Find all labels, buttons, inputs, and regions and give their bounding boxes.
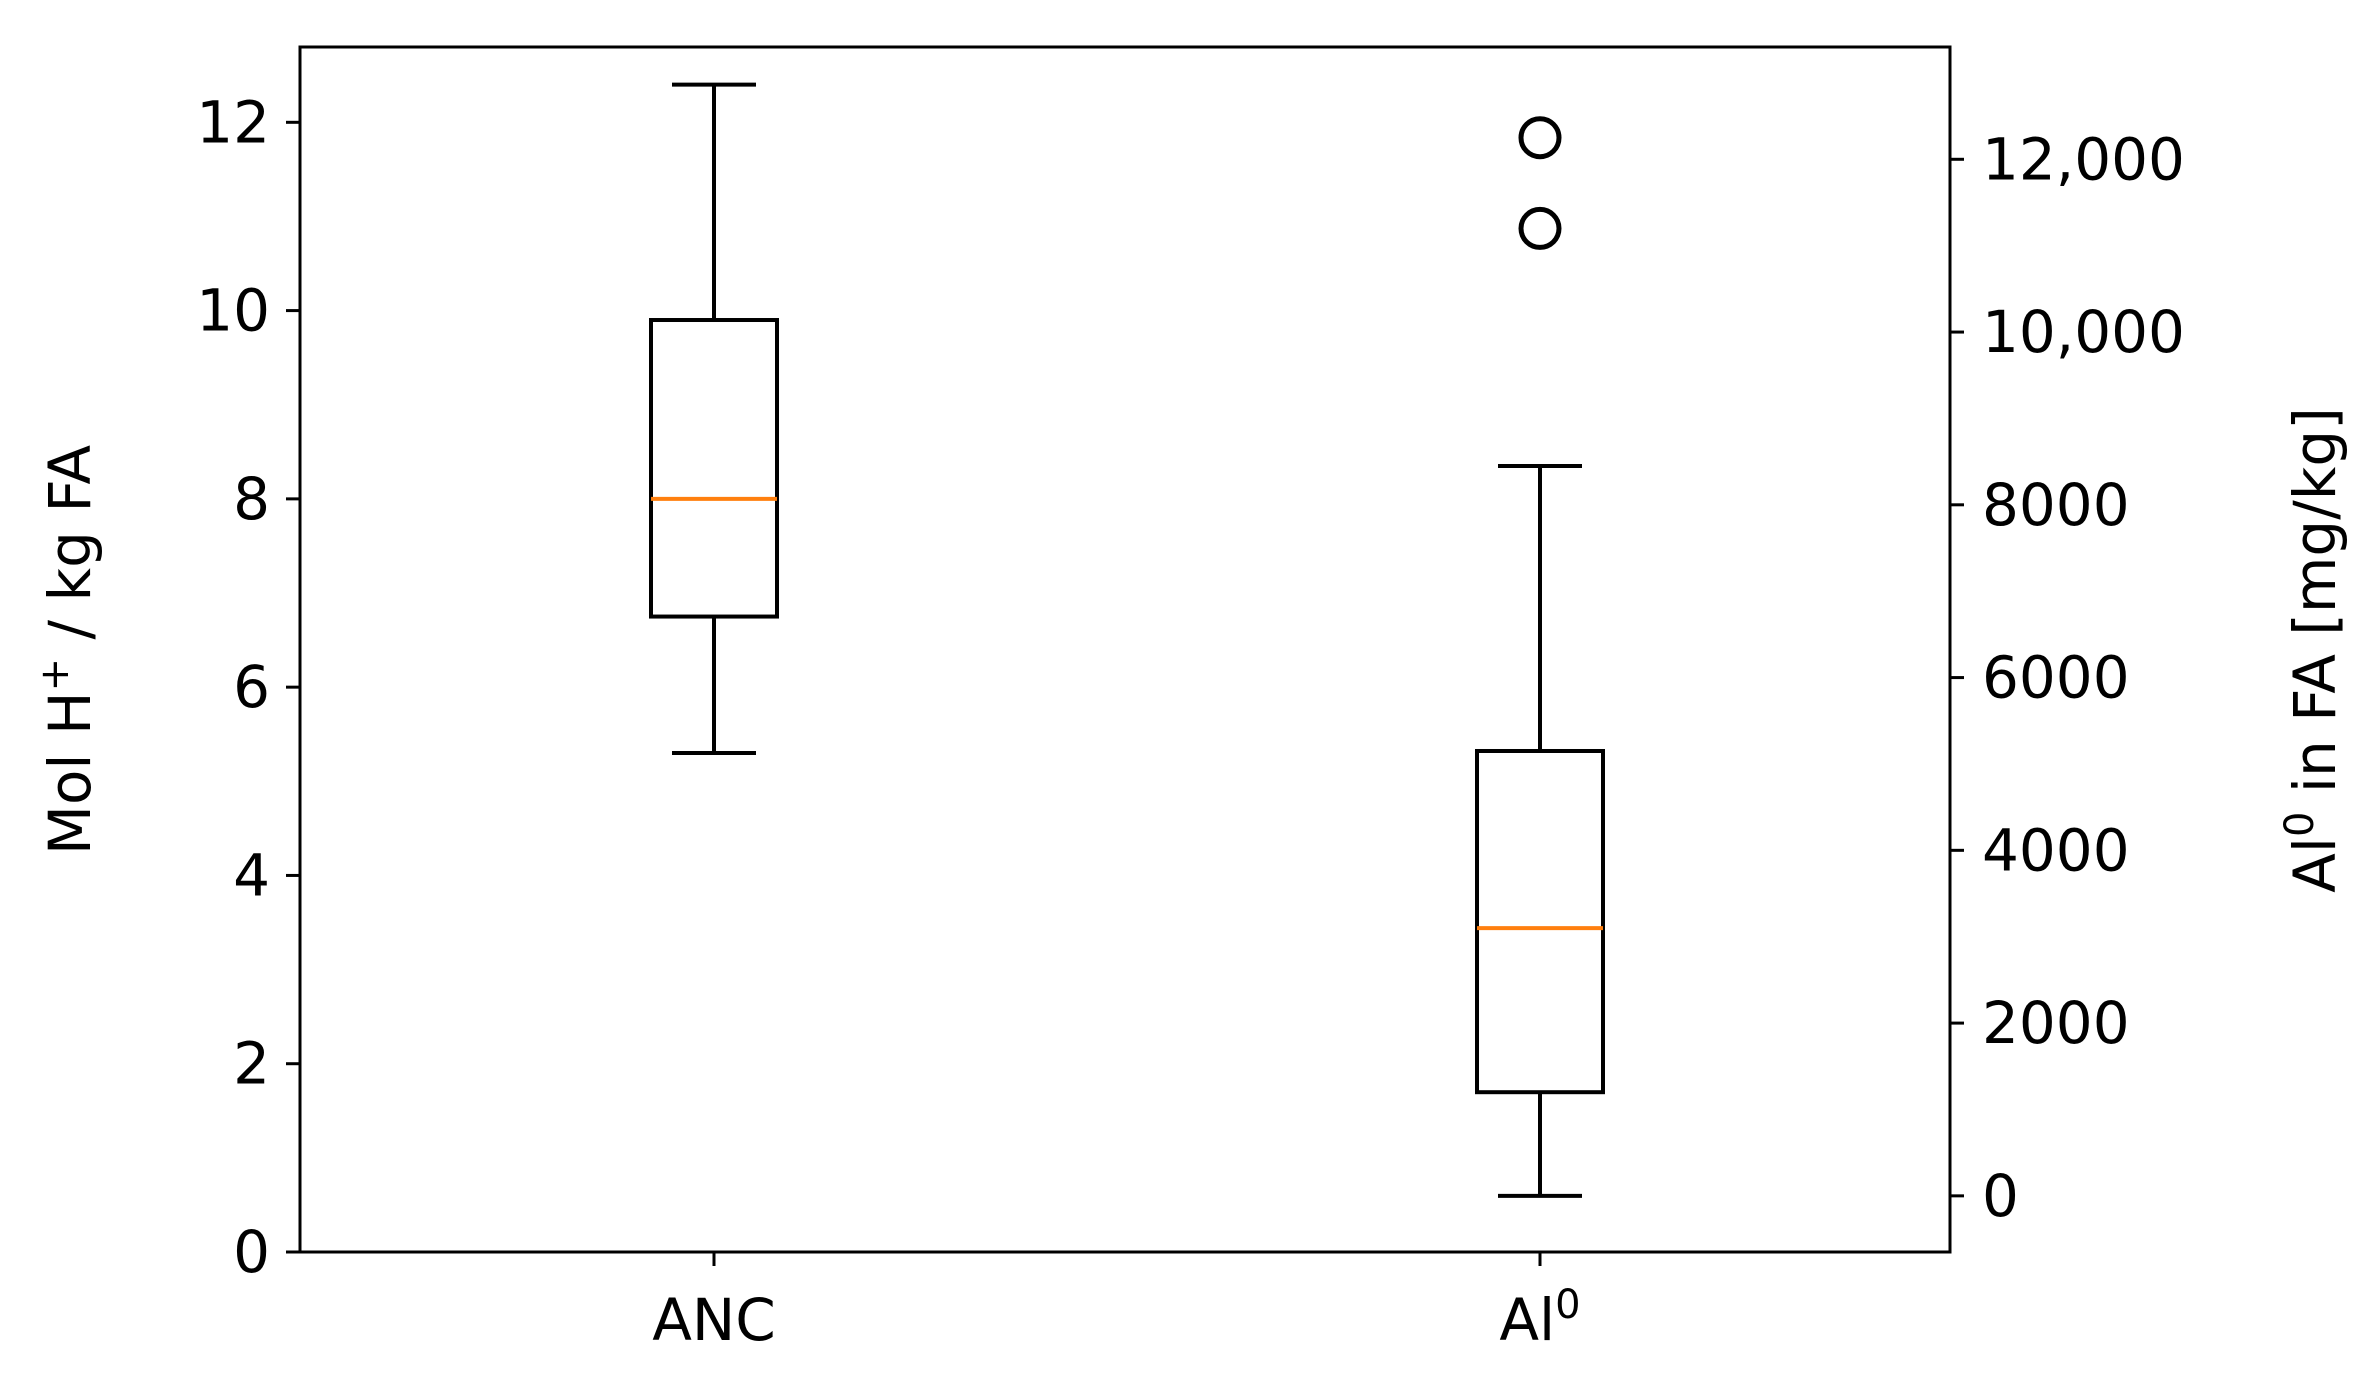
- right-axis-tick-label: 6000: [1982, 644, 2130, 712]
- right-axis-tick-label: 4000: [1982, 816, 2130, 884]
- box-group-Al0: [1475, 116, 1605, 1198]
- right-axis-title: Al0 in FA [mg/kg]: [2277, 407, 2349, 893]
- box-group-ANC: [649, 82, 779, 756]
- left-axis-tick-label: 8: [233, 465, 270, 533]
- outlier-point: [1518, 206, 1562, 250]
- left-axis-tick-label: 0: [233, 1218, 270, 1286]
- right-axis-tick-label: 10,000: [1982, 298, 2185, 366]
- left-axis-tick-label: 12: [196, 88, 270, 156]
- left-axis-tick-label: 4: [233, 841, 270, 909]
- left-axis-tick-label: 2: [233, 1030, 270, 1098]
- plot-frame: [298, 45, 1952, 1254]
- right-axis-tick-label: 12,000: [1982, 125, 2185, 193]
- left-axis-tick-label: 6: [233, 653, 270, 721]
- right-axis-tick-label: 8000: [1982, 471, 2130, 539]
- interquartile-box: [649, 318, 779, 619]
- x-axis-category-label: ANC: [652, 1286, 776, 1354]
- plot-area: [298, 45, 1952, 1254]
- interquartile-box: [1475, 748, 1605, 1095]
- right-axis-tick-label: 0: [1982, 1162, 2019, 1230]
- left-axis-title: Mol H+ / kg FA: [32, 445, 104, 856]
- left-axis-tick-label: 10: [196, 277, 270, 345]
- box-marks: [649, 82, 1605, 1198]
- x-axis-category-label: Al0: [1499, 1282, 1580, 1354]
- outlier-point: [1518, 116, 1562, 160]
- right-axis-tick-label: 2000: [1982, 989, 2130, 1057]
- axes: 0 2 4 6 8 10 12 0 2000 4000 6000 8000 10,000 12,000 AN…: [32, 88, 2349, 1354]
